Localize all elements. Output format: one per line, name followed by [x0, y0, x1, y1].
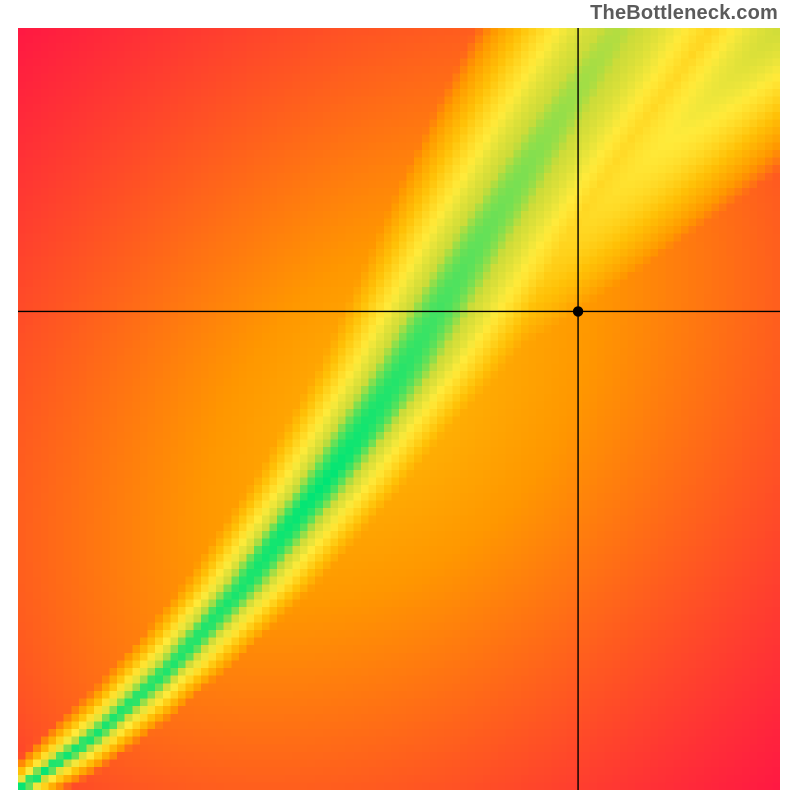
chart-container: TheBottleneck.com [0, 0, 800, 800]
plot-area [18, 28, 780, 790]
attribution-label: TheBottleneck.com [590, 2, 778, 25]
heatmap-canvas [18, 28, 780, 790]
